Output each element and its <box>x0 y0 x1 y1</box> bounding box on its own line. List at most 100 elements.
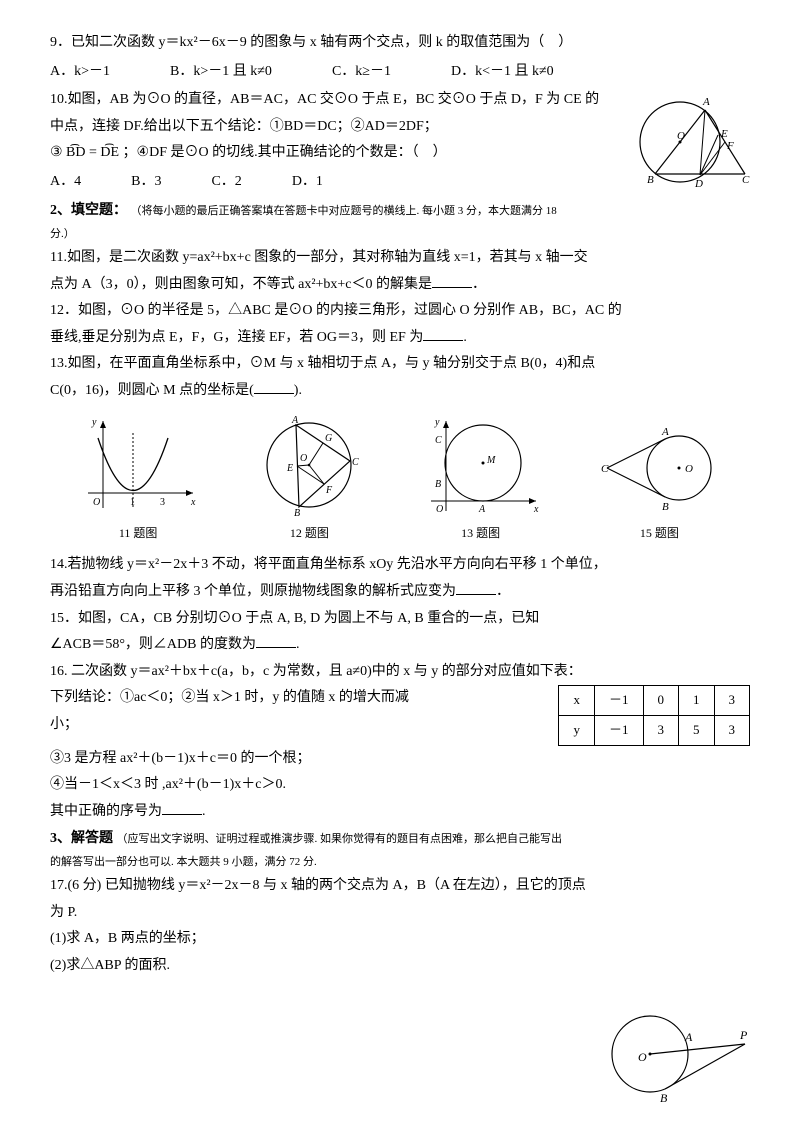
sec3-note2: 的解答写出一部分也可以. 本大题共 9 小题，满分 72 分. <box>50 852 750 873</box>
fig12-label: 12 题图 <box>254 522 364 545</box>
svg-text:O: O <box>300 453 307 464</box>
fig15-label: 15 题图 <box>597 522 722 545</box>
t-y1: －1 <box>594 716 643 746</box>
q9-options: A．k>－1 B．k>－1 且 k≠0 C．k≥－1 D．k<－1 且 k≠0 <box>50 59 750 86</box>
q16-line6-wrap: 其中正确的序号为. <box>50 799 750 826</box>
q15-line1: 15．如图，CA，CB 分别切⊙O 于点 A, B, D 为圆上不与 A, B … <box>50 606 750 633</box>
q9-b: B．k>－1 且 k≠0 <box>170 59 272 86</box>
q11-line2-wrap: 点为 A（3，0），则由图象可知，不等式 ax²+bx+c＜0 的解集是． <box>50 272 750 299</box>
svg-text:B: B <box>435 479 441 490</box>
svg-text:A: A <box>661 426 669 438</box>
svg-text:A: A <box>684 1030 693 1044</box>
sec2-note2: 分.） <box>50 224 750 245</box>
fig13-label: 13 题图 <box>421 522 541 545</box>
fig12: A B C O G F E 12 题图 <box>254 413 364 545</box>
svg-text:P: P <box>739 1028 748 1042</box>
q10-b: B．3 <box>131 169 161 196</box>
fig15: O C A B 15 题图 <box>597 418 722 545</box>
q16-line6: 其中正确的序号为 <box>50 804 162 819</box>
q15-line2: ∠ACB＝58°，则∠ADB 的度数为 <box>50 637 256 652</box>
q11-line2: 点为 A（3，0），则由图象可知，不等式 ax²+bx+c＜0 的解集是 <box>50 277 432 292</box>
svg-text:C: C <box>435 435 442 446</box>
svg-text:O: O <box>638 1050 647 1064</box>
q13-line1: 13.如图，在平面直角坐标系中，⊙M 与 x 轴相切于点 A，与 y 轴分别交于… <box>50 351 750 378</box>
svg-text:F: F <box>325 485 333 496</box>
q15-blank <box>256 633 296 648</box>
q16-line1: 16. 二次函数 y＝ax²＋bx＋c(a，b，c 为常数，且 a≠0)中的 x… <box>50 659 750 686</box>
sec2: 2、填空题： （将每小题的最后正确答案填在答题卡中对应题号的横线上. 每小题 3… <box>50 198 750 225</box>
t-y: y <box>559 716 595 746</box>
svg-text:y: y <box>434 417 440 428</box>
q16-line4: ③3 是方程 ax²＋(b－1)x＋c＝0 的一个根； <box>50 746 750 773</box>
q10-a: A．4 <box>50 169 81 196</box>
q16-table: x －1 0 1 3 y －1 3 5 3 <box>558 685 750 745</box>
q12-line2: 垂线,垂足分别为点 E，F，G，连接 EF，若 OG＝3，则 EF 为 <box>50 330 423 345</box>
svg-text:x: x <box>190 497 196 508</box>
q10-figure: O A B C D E F <box>630 87 750 192</box>
svg-text:O: O <box>436 504 443 515</box>
q9-c: C．k≥－1 <box>332 59 391 86</box>
q18-figure: O A P B <box>600 999 750 1109</box>
q12-tail: . <box>463 330 467 345</box>
q12-blank <box>423 326 463 341</box>
t-x3: 1 <box>679 686 715 716</box>
q11-line1: 11.如图，是二次函数 y=ax²+bx+c 图象的一部分，其对称轴为直线 x=… <box>50 245 750 272</box>
fig11-label: 11 题图 <box>78 522 198 545</box>
t-x2: 0 <box>643 686 679 716</box>
svg-text:B: B <box>660 1091 668 1105</box>
svg-text:C: C <box>601 463 609 475</box>
svg-text:B: B <box>662 501 669 513</box>
svg-text:3: 3 <box>160 497 165 508</box>
t-y4: 3 <box>714 716 750 746</box>
sec3: 3、解答题 （应写出文字说明、证明过程或推演步骤. 如果你觉得有的题目有点困难，… <box>50 826 750 853</box>
svg-text:y: y <box>91 417 97 428</box>
q17-line1: 17.(6 分) 已知抛物线 y＝x²－2x－8 与 x 轴的两个交点为 A，B… <box>50 873 750 900</box>
svg-text:A: A <box>478 504 486 515</box>
t-x: x <box>559 686 595 716</box>
q16-line5: ④当－1＜x＜3 时 ,ax²＋(b－1)x＋c＞0. <box>50 772 750 799</box>
q15-tail: . <box>296 637 300 652</box>
q10-d: D．1 <box>292 169 323 196</box>
q14-blank <box>456 580 496 595</box>
svg-text:O: O <box>685 463 693 475</box>
fig13: M O x y A B C 13 题图 <box>421 413 541 545</box>
svg-text:M: M <box>486 455 496 466</box>
svg-text:F: F <box>726 140 734 152</box>
q9-a: A．k>－1 <box>50 59 110 86</box>
t-y2: 3 <box>643 716 679 746</box>
svg-text:O: O <box>93 497 100 508</box>
q12-line1: 12．如图，⊙O 的半径是 5，△ABC 是⊙O 的内接三角形，过圆心 O 分别… <box>50 298 750 325</box>
q13-tail: ). <box>294 383 302 398</box>
q13-line2-wrap: C(0，16)，则圆心 M 点的坐标是(). <box>50 378 750 405</box>
svg-text:A: A <box>702 96 710 108</box>
q17-sub1: (1)求 A，B 两点的坐标； <box>50 926 750 953</box>
q11-blank <box>432 273 472 288</box>
t-x1: －1 <box>594 686 643 716</box>
t-y3: 5 <box>679 716 715 746</box>
q9-d: D．k<－1 且 k≠0 <box>451 59 554 86</box>
q15-line2-wrap: ∠ACB＝58°，则∠ADB 的度数为. <box>50 632 750 659</box>
q17-sub2: (2)求△ABP 的面积. <box>50 953 750 980</box>
fig11: x y O 1 3 11 题图 <box>78 413 198 545</box>
q17-line2: 为 P. <box>50 900 750 927</box>
q14-tail: ． <box>496 584 510 599</box>
sec2-note: （将每小题的最后正确答案填在答题卡中对应题号的横线上. 每小题 3 分，本大题满… <box>131 205 557 217</box>
svg-text:C: C <box>742 174 750 186</box>
q16-blank <box>162 800 202 815</box>
svg-text:E: E <box>286 463 293 474</box>
svg-text:A: A <box>291 415 299 426</box>
q14-line2-wrap: 再沿铅直方向向上平移 3 个单位，则原抛物线图象的解析式应变为． <box>50 579 750 606</box>
sec3-note: （应写出文字说明、证明过程或推演步骤. 如果你觉得有的题目有点困难，那么把自己能… <box>117 833 563 845</box>
q13-blank <box>254 379 294 394</box>
q16-tail: . <box>202 804 206 819</box>
q9-text: 9．已知二次函数 y＝kx²－6x－9 的图象与 x 轴有两个交点，则 k 的取… <box>50 30 750 57</box>
q14-line1: 14.若抛物线 y＝x²－2x＋3 不动，将平面直角坐标系 xOy 先沿水平方向… <box>50 552 750 579</box>
q12-line2-wrap: 垂线,垂足分别为点 E，F，G，连接 EF，若 OG＝3，则 EF 为. <box>50 325 750 352</box>
q10-c: C．2 <box>211 169 241 196</box>
sec3-title: 3、解答题 <box>50 831 113 846</box>
t-x4: 3 <box>714 686 750 716</box>
svg-text:x: x <box>533 504 539 515</box>
svg-text:E: E <box>720 128 728 140</box>
q10-options: A．4 B．3 C．2 D．1 <box>50 169 620 196</box>
sec2-title: 2、填空题： <box>50 203 127 218</box>
